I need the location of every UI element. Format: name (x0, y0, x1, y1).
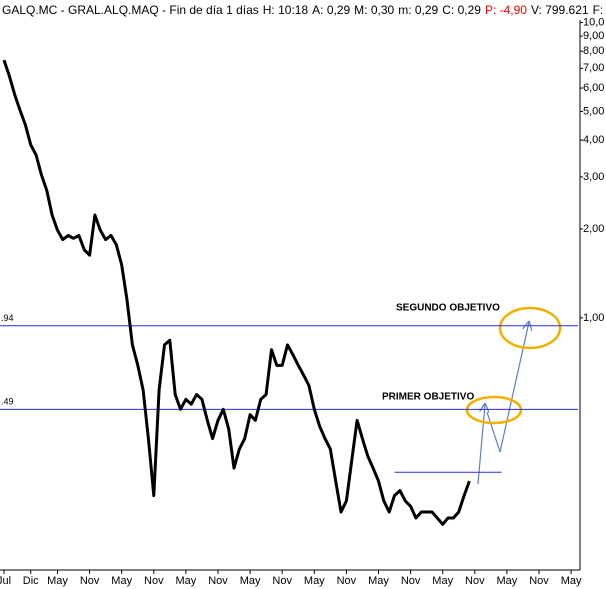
target-ellipse (465, 395, 523, 425)
x-tick-label: Nov (529, 575, 549, 587)
y-tick-label: 9,00 (583, 30, 604, 42)
header-info: M: 0,30 (354, 3, 394, 17)
x-tick-label: Nov (208, 575, 228, 587)
header: GALQ.MC - GRAL.ALQ.MAQ - Fin de día 1 dí… (2, 3, 606, 17)
header-info: V: 799.621 (531, 3, 589, 17)
annotation: SEGUNDO OBJETIVO (396, 303, 500, 314)
arrow (477, 404, 485, 485)
x-tick-label: May (497, 575, 518, 587)
x-tick-label: Nov (272, 575, 292, 587)
x-tick-label: May (304, 575, 325, 587)
target-ellipse (498, 306, 562, 350)
header-info: F: 08/12 (593, 3, 606, 17)
arrow (499, 322, 529, 453)
y-tick-label: 2,00 (583, 223, 604, 235)
y-tick-label: 7,00 (583, 62, 604, 74)
arrows (477, 322, 529, 485)
x-tick-label: Nov (80, 575, 100, 587)
y-tick-label: 6,00 (583, 82, 604, 94)
arrow (486, 411, 501, 453)
x-tick-label: May (47, 575, 68, 587)
annotation: PRIMER OBJETIVO (382, 392, 474, 403)
level-label: .94 (1, 313, 14, 323)
y-tick-label: 3,00 (583, 171, 604, 183)
x-tick-label: May (111, 575, 132, 587)
header-info: H: 10:18 (263, 3, 309, 17)
x-tick-label: May (368, 575, 389, 587)
y-tick-label: 5,00 (583, 105, 604, 117)
x-tick-label: Jul (0, 575, 11, 587)
x-tick-label: May (240, 575, 261, 587)
y-tick-label: 10,0 (583, 16, 604, 28)
y-tick-label: 8,00 (583, 45, 604, 57)
x-tick-label: Nov (144, 575, 164, 587)
header-info: A: 0,29 (312, 3, 350, 17)
x-tick-label: May (561, 575, 582, 587)
title: GALQ.MC - GRAL.ALQ.MAQ - Fin de día 1 dí… (2, 3, 259, 17)
price-line (2, 59, 471, 526)
x-tick-label: Dic (23, 575, 39, 587)
y-tick-label: 4,00 (583, 134, 604, 146)
level-label: .49 (1, 397, 14, 407)
header-info: C: 0,29 (442, 3, 481, 17)
y-tick-label: 1,00 (583, 312, 604, 324)
x-tick-label: Nov (465, 575, 485, 587)
x-tick-label: May (176, 575, 197, 587)
x-tick-label: May (432, 575, 453, 587)
x-tick-label: Nov (337, 575, 357, 587)
header-info: m: 0,29 (398, 3, 438, 17)
header-info: P: -4,90 (485, 3, 527, 17)
x-tick-label: Nov (401, 575, 421, 587)
